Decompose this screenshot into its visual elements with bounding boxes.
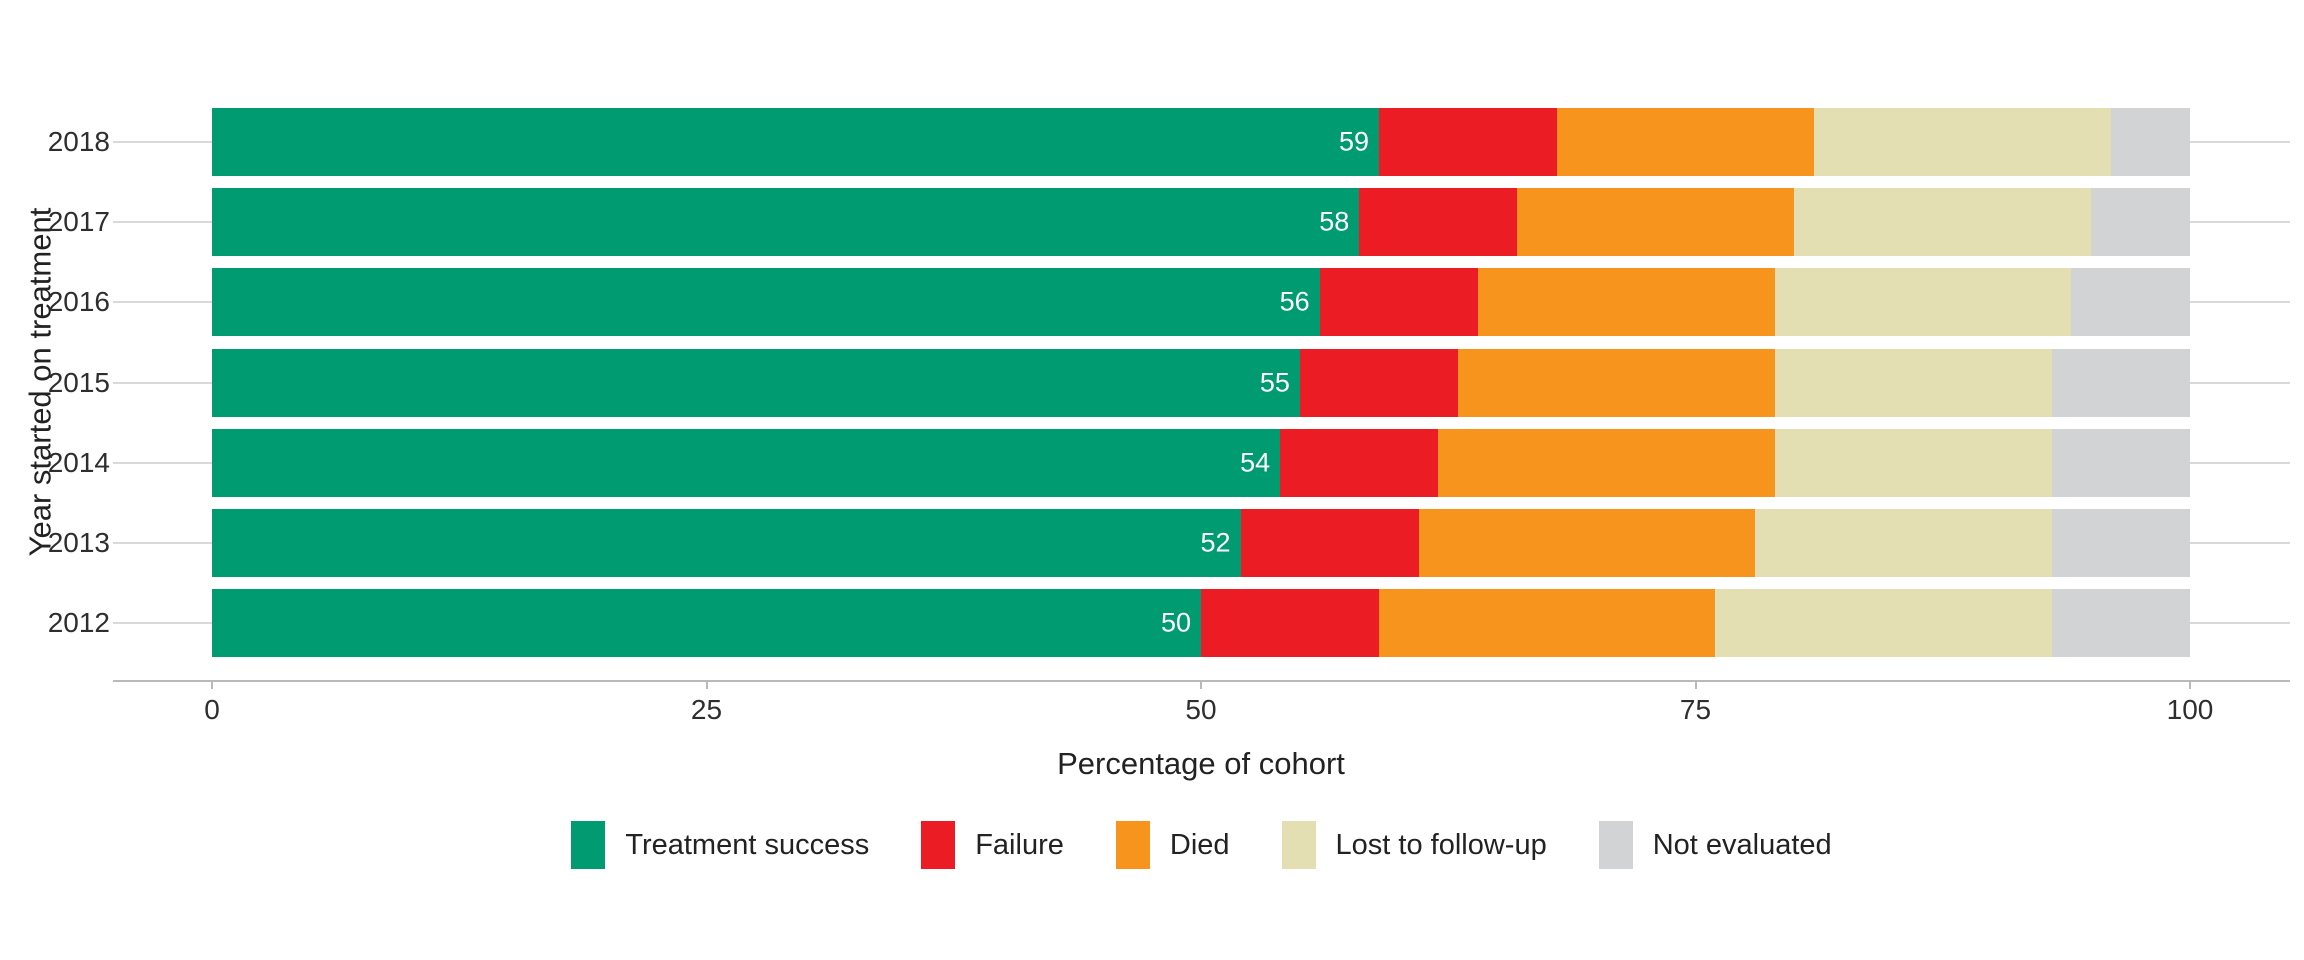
bar-row-2016: 56 bbox=[212, 268, 2190, 337]
legend-label: Failure bbox=[975, 828, 1064, 861]
bar-segment-treatment-success-2017 bbox=[212, 188, 1360, 257]
bar-segment-died-2012 bbox=[1379, 589, 1716, 658]
bar-segment-not-evaluated-2016 bbox=[2071, 268, 2190, 337]
bar-segment-treatment-success-2016 bbox=[212, 268, 1320, 337]
legend-item-lost-to-follow-up: Lost to follow-up bbox=[1281, 821, 1547, 869]
legend-swatch-icon bbox=[1598, 821, 1633, 869]
bar-segment-not-evaluated-2018 bbox=[2110, 108, 2190, 176]
legend-item-failure: Failure bbox=[921, 821, 1064, 869]
bar-segment-lost-to-follow-up-2016 bbox=[1774, 268, 2072, 337]
x-tick-label-75: 75 bbox=[1679, 694, 1712, 725]
legend-swatch-icon bbox=[921, 821, 956, 869]
bar-segment-lost-to-follow-up-2014 bbox=[1774, 428, 2052, 497]
bar-row-2018: 59 bbox=[212, 108, 2190, 176]
bar-value-label-2015: 55 bbox=[1259, 367, 1290, 397]
x-tick-label-0: 0 bbox=[204, 694, 220, 725]
bar-segment-not-evaluated-2012 bbox=[2051, 589, 2190, 658]
bar-segment-failure-2013 bbox=[1240, 508, 1419, 577]
bar-row-2015: 55 bbox=[212, 348, 2190, 417]
x-axis-title: Percentage of cohort bbox=[1057, 746, 1345, 781]
x-tick-mark-0 bbox=[211, 680, 213, 689]
bar-row-2014: 54 bbox=[212, 428, 2190, 497]
bar-row-2017: 58 bbox=[212, 188, 2190, 257]
legend-swatch-icon bbox=[571, 821, 606, 869]
legend-item-died: Died bbox=[1115, 821, 1230, 869]
legend-item-not-evaluated: Not evaluated bbox=[1598, 821, 1832, 869]
x-tick-mark-100 bbox=[2189, 680, 2191, 689]
bar-value-label-2012: 50 bbox=[1160, 607, 1191, 638]
legend-label: Not evaluated bbox=[1652, 828, 1832, 861]
bar-segment-died-2015 bbox=[1458, 348, 1775, 417]
bar-segment-died-2018 bbox=[1557, 108, 1815, 176]
bar-segment-not-evaluated-2014 bbox=[2051, 428, 2190, 497]
legend-swatch-icon bbox=[1281, 821, 1316, 869]
bar-segment-lost-to-follow-up-2012 bbox=[1715, 589, 2052, 658]
legend: Treatment success Failure Died Lost to foll… bbox=[113, 821, 2290, 869]
bar-value-label-2013: 52 bbox=[1200, 527, 1231, 558]
bar-segment-treatment-success-2015 bbox=[212, 348, 1300, 417]
y-tick-label-2012: 2012 bbox=[47, 607, 110, 639]
bar-segment-died-2016 bbox=[1477, 268, 1775, 337]
y-tick-label-2013: 2013 bbox=[47, 526, 110, 558]
y-tick-label-2016: 2016 bbox=[47, 286, 110, 318]
legend-item-treatment-success: Treatment success bbox=[571, 821, 869, 869]
y-tick-label-2015: 2015 bbox=[47, 366, 110, 398]
legend-label: Died bbox=[1169, 828, 1230, 861]
bar-segment-not-evaluated-2017 bbox=[2091, 188, 2190, 257]
bar-segment-died-2017 bbox=[1517, 188, 1795, 257]
bar-segment-treatment-success-2013 bbox=[212, 508, 1241, 577]
legend-label: Treatment success bbox=[625, 828, 870, 861]
bar-segment-failure-2017 bbox=[1359, 188, 1518, 257]
y-tick-label-2017: 2017 bbox=[47, 206, 110, 238]
bar-segment-died-2013 bbox=[1418, 508, 1755, 577]
bar-segment-failure-2015 bbox=[1299, 348, 1459, 417]
x-tick-mark-50 bbox=[1200, 680, 1202, 689]
bar-value-label-2017: 58 bbox=[1319, 206, 1350, 237]
bar-segment-not-evaluated-2015 bbox=[2051, 348, 2190, 417]
bar-segment-failure-2018 bbox=[1379, 108, 1558, 176]
bar-segment-not-evaluated-2013 bbox=[2051, 508, 2190, 577]
bar-segment-treatment-success-2012 bbox=[212, 589, 1201, 658]
bar-segment-lost-to-follow-up-2013 bbox=[1754, 508, 2052, 577]
x-tick-label-50: 50 bbox=[1185, 694, 1217, 725]
bar-segment-failure-2014 bbox=[1280, 428, 1439, 497]
y-tick-label-2018: 2018 bbox=[47, 126, 110, 157]
bar-value-label-2018: 59 bbox=[1338, 126, 1370, 157]
y-tick-label-2014: 2014 bbox=[47, 446, 110, 478]
bar-row-2012: 50 bbox=[212, 589, 2190, 658]
bar-segment-died-2014 bbox=[1438, 428, 1775, 497]
bar-row-2013: 52 bbox=[212, 508, 2190, 577]
legend-label: Lost to follow-up bbox=[1335, 828, 1547, 861]
bar-segment-lost-to-follow-up-2015 bbox=[1774, 348, 2052, 417]
x-tick-mark-75 bbox=[1694, 680, 1697, 689]
legend-swatch-icon bbox=[1115, 821, 1150, 869]
bar-segment-failure-2012 bbox=[1201, 589, 1380, 658]
x-tick-label-25: 25 bbox=[690, 694, 723, 725]
x-tick-mark-25 bbox=[705, 680, 708, 689]
bar-segment-treatment-success-2018 bbox=[212, 108, 1380, 176]
bar-segment-lost-to-follow-up-2018 bbox=[1814, 108, 2111, 176]
bar-segment-failure-2016 bbox=[1319, 268, 1478, 337]
x-tick-label-100: 100 bbox=[2166, 694, 2214, 725]
bar-value-label-2014: 54 bbox=[1240, 447, 1271, 478]
bar-value-label-2016: 56 bbox=[1279, 286, 1310, 317]
bar-segment-treatment-success-2014 bbox=[212, 428, 1281, 497]
bar-segment-lost-to-follow-up-2017 bbox=[1794, 188, 2092, 257]
